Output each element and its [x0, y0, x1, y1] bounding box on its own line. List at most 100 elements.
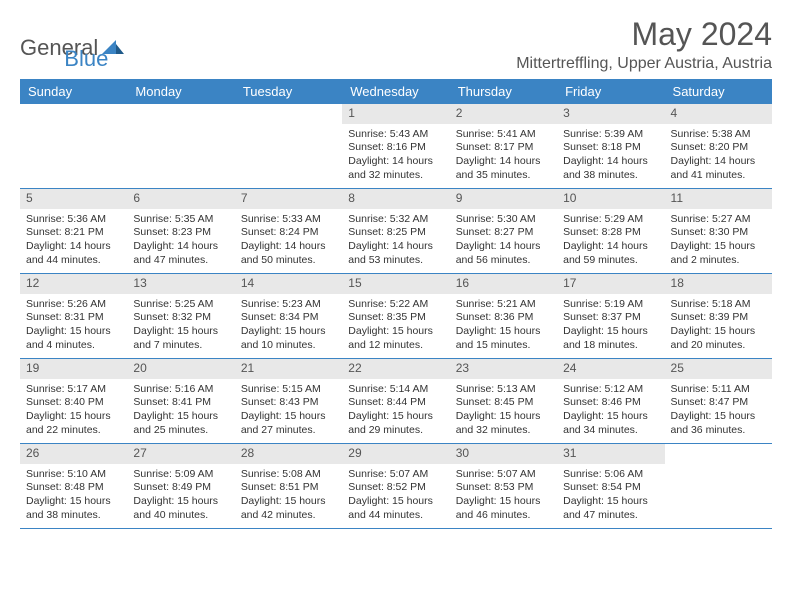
day-cell: 15Sunrise: 5:22 AMSunset: 8:35 PMDayligh…	[342, 274, 449, 358]
sunset-text: Sunset: 8:51 PM	[241, 481, 336, 495]
day-body: Sunrise: 5:21 AMSunset: 8:36 PMDaylight:…	[450, 296, 557, 357]
sunset-text: Sunset: 8:53 PM	[456, 481, 551, 495]
day-number: 29	[342, 444, 449, 464]
day-number: 8	[342, 189, 449, 209]
daylight-text: and 41 minutes.	[671, 169, 766, 183]
daylight-text: and 47 minutes.	[133, 254, 228, 268]
day-cell: 7Sunrise: 5:33 AMSunset: 8:24 PMDaylight…	[235, 189, 342, 273]
day-cell: 3Sunrise: 5:39 AMSunset: 8:18 PMDaylight…	[557, 104, 664, 188]
sunrise-text: Sunrise: 5:08 AM	[241, 468, 336, 482]
week-row: 12Sunrise: 5:26 AMSunset: 8:31 PMDayligh…	[20, 274, 772, 359]
sunrise-text: Sunrise: 5:18 AM	[671, 298, 766, 312]
daylight-text: Daylight: 14 hours	[563, 155, 658, 169]
day-number: 26	[20, 444, 127, 464]
weekday-header: Thursday	[450, 79, 557, 104]
title-block: May 2024 Mittertreffling, Upper Austria,…	[516, 16, 772, 73]
day-number: 1	[342, 104, 449, 124]
day-cell: 5Sunrise: 5:36 AMSunset: 8:21 PMDaylight…	[20, 189, 127, 273]
day-cell: 6Sunrise: 5:35 AMSunset: 8:23 PMDaylight…	[127, 189, 234, 273]
weeks-container: 1Sunrise: 5:43 AMSunset: 8:16 PMDaylight…	[20, 104, 772, 529]
day-number: 27	[127, 444, 234, 464]
sunset-text: Sunset: 8:44 PM	[348, 396, 443, 410]
day-number: 9	[450, 189, 557, 209]
day-cell: 2Sunrise: 5:41 AMSunset: 8:17 PMDaylight…	[450, 104, 557, 188]
sunrise-text: Sunrise: 5:09 AM	[133, 468, 228, 482]
day-cell: 30Sunrise: 5:07 AMSunset: 8:53 PMDayligh…	[450, 444, 557, 528]
week-row: 5Sunrise: 5:36 AMSunset: 8:21 PMDaylight…	[20, 189, 772, 274]
day-body: Sunrise: 5:11 AMSunset: 8:47 PMDaylight:…	[665, 381, 772, 442]
weekday-header: Friday	[557, 79, 664, 104]
day-number: 2	[450, 104, 557, 124]
day-number: 20	[127, 359, 234, 379]
day-body: Sunrise: 5:30 AMSunset: 8:27 PMDaylight:…	[450, 211, 557, 272]
daylight-text: and 2 minutes.	[671, 254, 766, 268]
day-number: 17	[557, 274, 664, 294]
day-body: Sunrise: 5:27 AMSunset: 8:30 PMDaylight:…	[665, 211, 772, 272]
day-body: Sunrise: 5:17 AMSunset: 8:40 PMDaylight:…	[20, 381, 127, 442]
daylight-text: and 44 minutes.	[26, 254, 121, 268]
daylight-text: and 40 minutes.	[133, 509, 228, 523]
daylight-text: and 38 minutes.	[563, 169, 658, 183]
daylight-text: Daylight: 15 hours	[133, 495, 228, 509]
sunset-text: Sunset: 8:30 PM	[671, 226, 766, 240]
day-body: Sunrise: 5:14 AMSunset: 8:44 PMDaylight:…	[342, 381, 449, 442]
daylight-text: and 32 minutes.	[456, 424, 551, 438]
week-row: 26Sunrise: 5:10 AMSunset: 8:48 PMDayligh…	[20, 444, 772, 529]
daylight-text: and 35 minutes.	[456, 169, 551, 183]
month-title: May 2024	[516, 16, 772, 53]
daylight-text: Daylight: 14 hours	[26, 240, 121, 254]
daylight-text: Daylight: 15 hours	[563, 410, 658, 424]
day-cell: 4Sunrise: 5:38 AMSunset: 8:20 PMDaylight…	[665, 104, 772, 188]
daylight-text: and 20 minutes.	[671, 339, 766, 353]
daylight-text: Daylight: 15 hours	[241, 495, 336, 509]
sunrise-text: Sunrise: 5:41 AM	[456, 128, 551, 142]
day-number: 10	[557, 189, 664, 209]
daylight-text: Daylight: 14 hours	[348, 155, 443, 169]
sunset-text: Sunset: 8:21 PM	[26, 226, 121, 240]
daylight-text: and 50 minutes.	[241, 254, 336, 268]
day-body: Sunrise: 5:08 AMSunset: 8:51 PMDaylight:…	[235, 466, 342, 527]
empty-day-cell	[127, 104, 234, 188]
empty-day-cell	[665, 444, 772, 528]
sunrise-text: Sunrise: 5:17 AM	[26, 383, 121, 397]
daylight-text: and 7 minutes.	[133, 339, 228, 353]
sunrise-text: Sunrise: 5:13 AM	[456, 383, 551, 397]
sunset-text: Sunset: 8:23 PM	[133, 226, 228, 240]
day-body: Sunrise: 5:29 AMSunset: 8:28 PMDaylight:…	[557, 211, 664, 272]
day-number: 14	[235, 274, 342, 294]
day-body: Sunrise: 5:22 AMSunset: 8:35 PMDaylight:…	[342, 296, 449, 357]
sunset-text: Sunset: 8:48 PM	[26, 481, 121, 495]
weekday-header: Monday	[127, 79, 234, 104]
logo-text-blue: Blue	[64, 46, 108, 72]
day-body: Sunrise: 5:26 AMSunset: 8:31 PMDaylight:…	[20, 296, 127, 357]
day-cell: 16Sunrise: 5:21 AMSunset: 8:36 PMDayligh…	[450, 274, 557, 358]
daylight-text: and 27 minutes.	[241, 424, 336, 438]
sunset-text: Sunset: 8:47 PM	[671, 396, 766, 410]
day-body: Sunrise: 5:39 AMSunset: 8:18 PMDaylight:…	[557, 126, 664, 187]
day-body: Sunrise: 5:38 AMSunset: 8:20 PMDaylight:…	[665, 126, 772, 187]
day-body: Sunrise: 5:25 AMSunset: 8:32 PMDaylight:…	[127, 296, 234, 357]
sunrise-text: Sunrise: 5:33 AM	[241, 213, 336, 227]
daylight-text: and 46 minutes.	[456, 509, 551, 523]
sunrise-text: Sunrise: 5:12 AM	[563, 383, 658, 397]
day-cell: 26Sunrise: 5:10 AMSunset: 8:48 PMDayligh…	[20, 444, 127, 528]
daylight-text: Daylight: 15 hours	[456, 410, 551, 424]
daylight-text: and 10 minutes.	[241, 339, 336, 353]
sunset-text: Sunset: 8:43 PM	[241, 396, 336, 410]
daylight-text: and 47 minutes.	[563, 509, 658, 523]
daylight-text: Daylight: 15 hours	[563, 495, 658, 509]
daylight-text: Daylight: 15 hours	[348, 410, 443, 424]
sunset-text: Sunset: 8:54 PM	[563, 481, 658, 495]
day-cell: 24Sunrise: 5:12 AMSunset: 8:46 PMDayligh…	[557, 359, 664, 443]
day-body: Sunrise: 5:23 AMSunset: 8:34 PMDaylight:…	[235, 296, 342, 357]
sunrise-text: Sunrise: 5:32 AM	[348, 213, 443, 227]
day-body: Sunrise: 5:16 AMSunset: 8:41 PMDaylight:…	[127, 381, 234, 442]
sunrise-text: Sunrise: 5:07 AM	[348, 468, 443, 482]
day-cell: 12Sunrise: 5:26 AMSunset: 8:31 PMDayligh…	[20, 274, 127, 358]
day-cell: 29Sunrise: 5:07 AMSunset: 8:52 PMDayligh…	[342, 444, 449, 528]
sunset-text: Sunset: 8:24 PM	[241, 226, 336, 240]
day-cell: 13Sunrise: 5:25 AMSunset: 8:32 PMDayligh…	[127, 274, 234, 358]
daylight-text: Daylight: 15 hours	[133, 410, 228, 424]
day-cell: 21Sunrise: 5:15 AMSunset: 8:43 PMDayligh…	[235, 359, 342, 443]
day-number: 5	[20, 189, 127, 209]
